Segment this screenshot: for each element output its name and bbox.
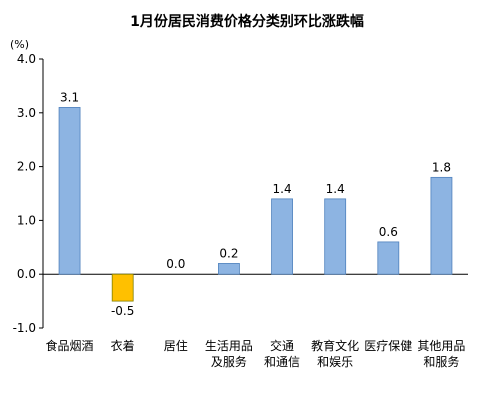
data-label-6: 0.6 xyxy=(379,225,398,239)
data-label-5: 1.4 xyxy=(326,182,345,196)
x-tick-label-1: 衣着 xyxy=(111,338,135,353)
bar-4 xyxy=(271,198,293,275)
y-tick-label: 0.0 xyxy=(17,267,36,281)
x-tick-label-4: 和通信 xyxy=(264,355,300,369)
data-label-2: 0.0 xyxy=(166,257,185,271)
bars xyxy=(58,107,453,302)
data-label-4: 1.4 xyxy=(273,182,292,196)
x-tick-label-0: 食品烟酒 xyxy=(46,338,94,353)
y-tick-label: 3.0 xyxy=(17,106,36,120)
x-tick-label-2: 居住 xyxy=(164,339,188,353)
data-label-0: 3.1 xyxy=(60,90,79,104)
bar-5 xyxy=(324,198,347,275)
bar-1 xyxy=(111,273,134,302)
data-label-7: 1.8 xyxy=(432,160,451,174)
data-label-1: -0.5 xyxy=(111,304,134,318)
bar-7 xyxy=(430,176,453,275)
x-tick-label-4: 交通 xyxy=(270,338,294,353)
axes: -1.0 0.0 1.0 2.0 3.0 4.0 xyxy=(13,52,468,335)
x-tick-label-3: 及服务 xyxy=(211,354,247,369)
bar-3 xyxy=(218,263,240,275)
data-label-3: 0.2 xyxy=(219,246,238,260)
x-tick-label-5: 教育文化 xyxy=(311,338,359,353)
x-tick-label-5: 和娱乐 xyxy=(317,355,353,369)
y-axis-unit: (%) xyxy=(10,38,29,51)
x-tick-label-3: 生活用品 xyxy=(205,339,253,353)
y-tick-label: 2.0 xyxy=(17,160,36,174)
bar-6 xyxy=(377,241,400,275)
y-tick-label: -1.0 xyxy=(13,321,36,335)
x-tick-label-7: 其他用品 xyxy=(417,339,465,353)
y-tick-label: 4.0 xyxy=(17,52,36,66)
x-tick-label-7: 和服务 xyxy=(423,354,459,369)
y-tick-label: 1.0 xyxy=(17,213,36,227)
x-tick-label-6: 医疗保健 xyxy=(364,339,412,353)
chart-title: 1月份居民消费价格分类别环比涨跌幅 xyxy=(130,13,364,30)
bar-0 xyxy=(58,107,81,275)
